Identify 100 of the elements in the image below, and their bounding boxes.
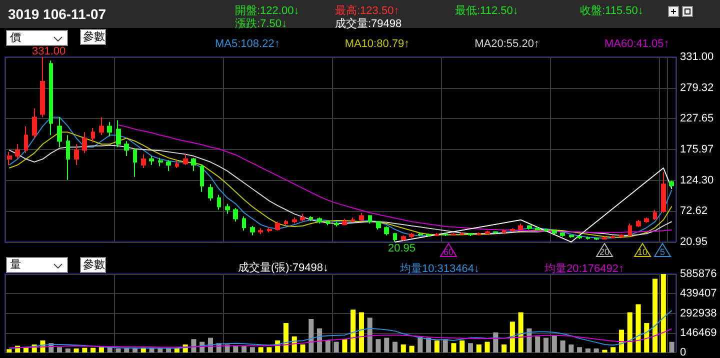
candlestick [66,134,70,180]
bar [74,348,79,352]
bar [636,304,641,352]
annotation: 331.00 [32,46,66,58]
bar [334,342,339,352]
candlestick [586,236,590,240]
candlestick [32,108,37,139]
candlestick [351,217,355,223]
candlestick [191,157,196,172]
candlestick [435,232,439,237]
text: MA20:55.20↑ [474,38,540,50]
bar [325,340,330,352]
bar [308,319,314,352]
bar [610,347,616,352]
candlestick [149,156,154,166]
text: 5 [660,247,666,257]
bar [166,348,172,352]
candlestick [502,228,506,234]
bar [468,343,474,352]
candlestick [200,164,204,192]
candlestick [317,217,322,224]
y-tick-label: 146469 [680,326,717,339]
bar [660,274,666,352]
candlestick [74,144,79,166]
chart-title: 3019 106-11-07 [8,6,106,22]
bar [560,340,566,352]
bar [669,342,674,352]
candlestick [384,226,389,236]
candlestick [401,234,406,242]
candlestick [426,233,431,238]
text: 成交量:79498 [335,16,402,31]
candlestick [175,160,179,168]
candlestick [418,232,423,237]
text: 20.95 [388,242,416,254]
bar [627,312,632,352]
bar [367,318,372,352]
bar [82,348,88,352]
bar [400,344,406,352]
text: 均量10:313464↓ [399,263,480,275]
candlestick [661,172,666,214]
candlestick [183,154,188,166]
candlestick [510,228,515,232]
bar [317,328,322,352]
bar [535,336,540,352]
bar [98,347,104,352]
bar [158,348,163,352]
candlestick [300,213,305,222]
candlestick [619,234,624,238]
candlestick [334,221,339,227]
bar [426,338,432,352]
text: 開盤:122.00↓ [235,4,300,18]
bar [577,347,582,352]
candlestick [309,216,313,222]
bar [300,344,306,352]
candlestick [451,232,456,236]
bar [552,335,557,352]
bar [174,348,180,352]
bar [484,342,490,352]
candlestick [342,218,347,226]
candlestick [7,151,12,166]
bar [493,332,498,352]
candlestick [225,203,230,214]
candlestick [40,56,45,118]
bar [191,339,196,352]
bar [384,338,390,352]
candlestick [284,219,288,226]
candlestick [91,128,95,143]
bar [350,310,356,352]
candlestick [653,209,657,220]
y-tick-label: 279.32 [680,82,714,94]
candlestick [133,148,137,178]
candlestick [99,116,104,136]
bar [258,347,264,352]
bar [116,348,121,352]
candlestick [493,230,498,234]
candlestick [485,230,490,235]
text: MA60:41.05↑ [604,38,670,50]
candlestick [49,60,53,136]
bar [250,347,255,352]
bar [283,323,288,352]
candlestick [82,132,87,154]
bar [342,339,348,352]
candlestick [116,120,121,148]
button: 參數 [80,257,106,273]
bar [376,339,381,352]
candlestick [208,184,213,202]
bar [644,323,650,352]
candlestick [15,144,20,160]
bar [409,346,414,352]
candlestick [611,234,615,239]
bar [132,348,138,352]
candlestick [544,228,548,232]
candlestick [359,212,364,222]
candlestick [560,232,565,238]
dropdown: 價 [6,30,68,46]
candlestick [644,217,649,224]
candlestick [141,154,146,168]
candlestick [376,220,381,230]
y-tick-label: 331.00 [680,51,714,63]
bar [652,278,658,352]
